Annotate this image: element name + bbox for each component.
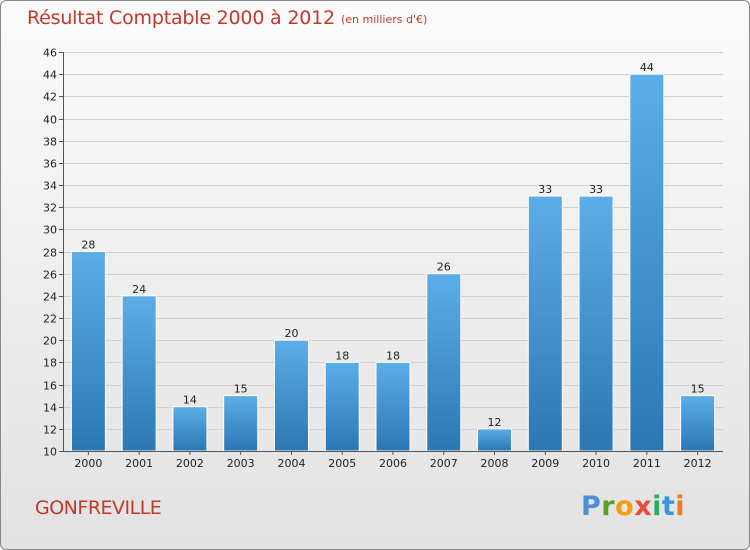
x-tick-label: 2009 [531, 457, 559, 470]
data-label: 33 [589, 183, 603, 196]
x-tick-label: 2003 [227, 457, 255, 470]
y-tick-label: 46 [43, 47, 57, 60]
logo-letter: P [581, 491, 602, 522]
y-axis: 10 12 14 16 18 20 22 24 26 28 30 32 34 36 38 40 42 44 46 [43, 47, 64, 459]
data-label: 26 [437, 261, 451, 274]
data-label: 15 [691, 383, 705, 396]
y-tick-label: 16 [43, 380, 57, 393]
x-tick-label: 2001 [125, 457, 153, 470]
x-tick-label: 2005 [328, 457, 356, 470]
bar-2005 [324, 361, 360, 452]
bar-2000 [70, 251, 106, 452]
data-label: 14 [183, 394, 197, 407]
data-label: 18 [335, 349, 349, 362]
data-label: 12 [488, 416, 502, 429]
data-label: 33 [538, 183, 552, 196]
x-tick-label: 2007 [430, 457, 458, 470]
data-label: 18 [386, 349, 400, 362]
logo-letter: i [675, 491, 686, 522]
logo-letter: x [634, 491, 653, 522]
x-tick-label: 2011 [633, 457, 661, 470]
y-tick-label: 26 [43, 269, 57, 282]
bar-2004 [273, 339, 309, 452]
bar-2009 [527, 195, 563, 452]
logo-letter: t [661, 491, 676, 522]
bars: 28 24 14 15 20 18 18 26 12 33 33 44 15 [70, 61, 716, 452]
bar-2003 [223, 395, 259, 452]
y-tick-label: 42 [43, 91, 57, 104]
chart-title: Résultat Comptable 2000 à 2012 [27, 7, 335, 29]
y-tick-label: 32 [43, 202, 57, 215]
data-label: 20 [284, 327, 298, 340]
logo-letter: i [652, 491, 662, 522]
data-label: 24 [132, 283, 146, 296]
y-tick-label: 28 [43, 247, 57, 260]
y-tick-label: 24 [43, 291, 57, 304]
y-tick-label: 38 [43, 136, 57, 149]
bar-2002 [172, 406, 208, 452]
bar-2008 [477, 428, 513, 452]
data-label: 15 [234, 383, 248, 396]
x-tick-label: 2006 [379, 457, 407, 470]
bar-2006 [375, 361, 411, 452]
y-tick-label: 20 [43, 335, 57, 348]
x-tick-label: 2010 [582, 457, 610, 470]
data-label: 44 [640, 61, 654, 74]
bar-2010 [578, 195, 614, 452]
y-tick-label: 36 [43, 158, 57, 171]
proxiti-logo[interactable]: Proxiti [581, 491, 685, 522]
y-tick-label: 12 [43, 424, 57, 437]
x-tick-label: 2004 [277, 457, 305, 470]
y-tick-label: 30 [43, 224, 57, 237]
x-tick-label: 2002 [176, 457, 204, 470]
y-tick-label: 40 [43, 114, 57, 127]
commune-name: GONFREVILLE [35, 497, 162, 519]
y-tick-label: 44 [43, 69, 57, 82]
data-label: 28 [81, 239, 95, 252]
y-tick-label: 10 [43, 446, 57, 459]
y-tick-label: 22 [43, 313, 57, 326]
chart-subtitle: (en milliers d'€) [341, 13, 428, 26]
bar-2011 [629, 73, 665, 452]
y-tick-label: 14 [43, 402, 57, 415]
x-tick-label: 2012 [684, 457, 712, 470]
y-tick-label: 34 [43, 180, 57, 193]
logo-letter: r [601, 491, 616, 522]
bar-2001 [121, 295, 157, 452]
x-tick-label: 2008 [481, 457, 509, 470]
bar-2012 [680, 395, 716, 452]
bar-2007 [426, 273, 462, 452]
logo-letter: o [615, 491, 635, 522]
y-tick-label: 18 [43, 357, 57, 370]
x-tick-label: 2000 [74, 457, 102, 470]
x-axis: 2000 2001 2002 2003 2004 2005 2006 2007 2008 2009… [63, 451, 723, 470]
